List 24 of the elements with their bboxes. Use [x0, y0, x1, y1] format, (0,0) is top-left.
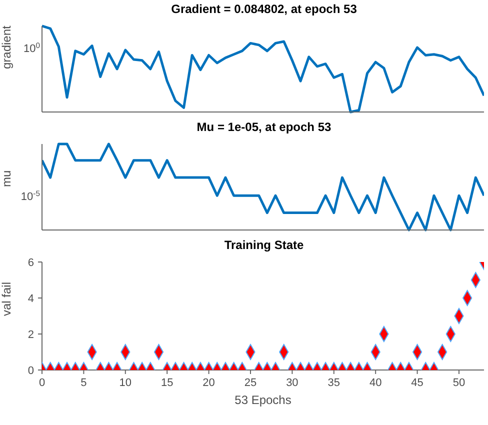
x-tick-label: 25: [244, 377, 257, 389]
x-tick-label: 45: [411, 377, 424, 389]
x-tick-label: 30: [286, 377, 298, 389]
x-tick-label: 5: [80, 377, 87, 389]
x-axis-title: 53 Epochs: [234, 393, 292, 407]
y-axis-title: gradient: [0, 24, 14, 69]
y-axis-title: mu: [0, 170, 14, 187]
chart-title: Training State: [223, 237, 305, 254]
x-tick-label: 40: [369, 377, 382, 389]
y-tick-label: 6: [28, 257, 34, 269]
x-tick-label: 0: [38, 377, 46, 389]
y-tick-label: 4: [28, 293, 34, 305]
chart-title: Mu = 1e-05, at epoch 53: [196, 119, 332, 136]
y-tick-label: 0: [28, 365, 34, 377]
text: 10$^{0}$: [23, 40, 40, 55]
text: 10$^{-5}$: [20, 188, 40, 203]
x-tick-label: 20: [202, 377, 215, 389]
y-tick-label: 2: [28, 329, 34, 341]
x-tick-label: 50: [452, 377, 466, 389]
x-tick-label: 35: [328, 377, 340, 389]
x-tick-label: 10: [119, 377, 132, 389]
y-axis-title: val fail: [0, 282, 14, 316]
chart-title: Gradient = 0.084802, at epoch 53: [170, 1, 358, 18]
x-tick-label: 15: [160, 377, 174, 389]
